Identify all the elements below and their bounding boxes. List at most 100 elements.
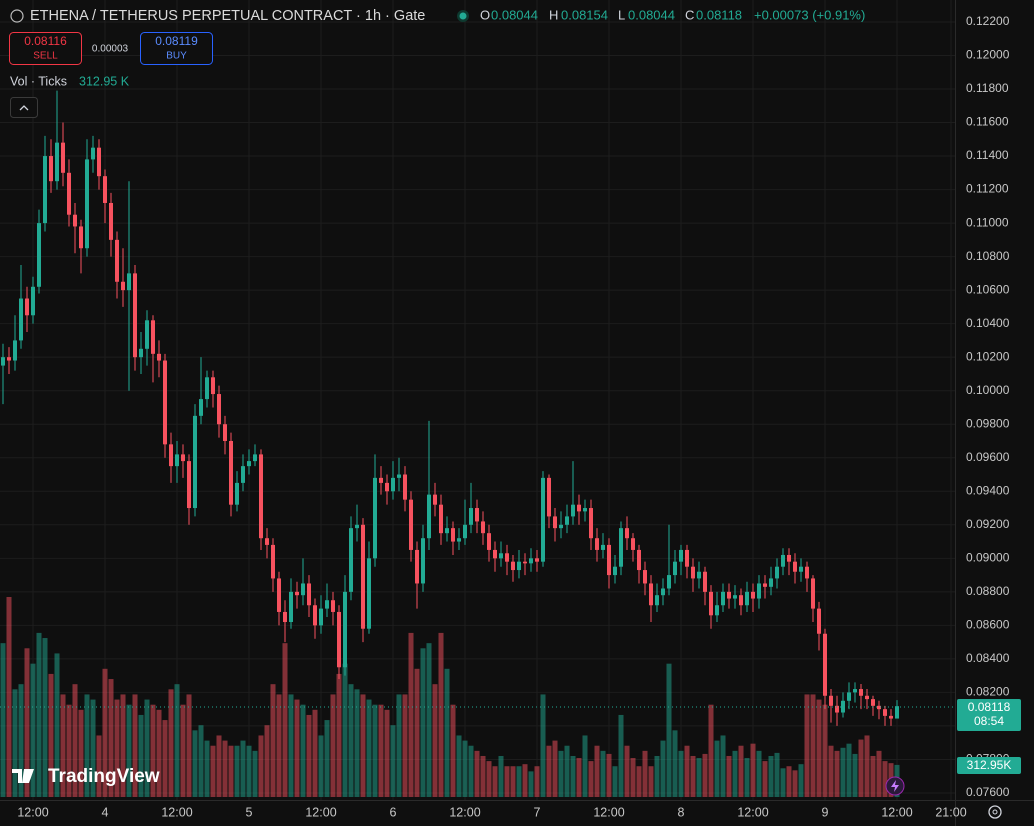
volume-bar <box>54 653 60 797</box>
settings-icon-center <box>992 809 998 815</box>
volume-bar <box>420 648 426 797</box>
candle-body <box>241 466 245 483</box>
candle-body <box>463 524 467 539</box>
volume-bar <box>360 694 366 797</box>
collapse-button[interactable] <box>10 97 38 118</box>
candle-body <box>877 705 881 710</box>
ohlc-value: 0.08118 <box>696 7 742 22</box>
volume-bar <box>6 597 12 797</box>
volume-bar <box>822 704 828 797</box>
alert-bolt <box>891 780 899 792</box>
volume-bar <box>504 766 510 797</box>
volume-bar <box>528 771 534 797</box>
y-tick-label: 0.11800 <box>966 81 1009 95</box>
volume-bar <box>498 755 504 797</box>
candle-body <box>439 504 443 534</box>
volume-bar <box>276 694 282 797</box>
candle-body <box>337 611 341 668</box>
settings-icon[interactable] <box>988 805 1002 819</box>
volume-bar <box>228 745 234 797</box>
volume-bar <box>30 663 36 797</box>
candle-body <box>487 533 491 550</box>
volume-bar <box>264 725 270 797</box>
candle-body <box>133 273 137 358</box>
candle-body <box>673 561 677 576</box>
volume-bar <box>132 694 138 797</box>
volume-bar <box>834 750 840 797</box>
y-tick-label: 0.11200 <box>966 182 1009 196</box>
candle-body <box>67 172 71 215</box>
candle-body <box>529 558 533 564</box>
candle-body <box>757 583 761 599</box>
volume-bar <box>144 699 150 797</box>
volume-bar <box>660 740 666 797</box>
volume-bar <box>816 699 822 797</box>
volume-bar <box>330 694 336 797</box>
candle-body <box>457 538 461 542</box>
ohlc-change: +0.00073 (+0.91%) <box>754 7 865 22</box>
sell-price: 0.08116 <box>24 34 67 48</box>
volume-bar <box>12 689 18 797</box>
volume-bar <box>534 766 540 797</box>
candle-body <box>349 528 353 592</box>
candle-body <box>811 578 815 609</box>
volume-bar <box>396 694 402 797</box>
volume-bar <box>0 643 6 797</box>
x-tick-label: 12:00 <box>737 805 768 819</box>
volume-bar <box>840 747 846 797</box>
candle-body <box>853 689 857 693</box>
candle-body <box>1 357 5 366</box>
sell-button[interactable] <box>9 32 82 65</box>
candle-body <box>421 538 425 584</box>
candle-body <box>157 353 161 361</box>
candle-body <box>745 591 749 606</box>
y-tick-label: 0.11000 <box>966 215 1009 229</box>
candle-body <box>697 571 701 579</box>
candle-body <box>859 689 863 696</box>
symbol-icon <box>10 9 24 23</box>
volume-bar <box>186 694 192 797</box>
volume-bar <box>120 694 126 797</box>
candle-body <box>409 499 413 550</box>
volume-bar <box>714 740 720 797</box>
volume-bar <box>366 699 372 797</box>
volume-bar <box>246 745 252 797</box>
candle-body <box>217 394 221 425</box>
candle-body <box>799 566 803 572</box>
volume-bar <box>798 764 804 797</box>
collapse-icon <box>19 105 29 111</box>
buy-button[interactable] <box>140 32 213 65</box>
volume-bar <box>18 684 24 797</box>
candle-body <box>601 544 605 550</box>
volume-bar <box>36 632 42 797</box>
candle-body <box>343 591 347 668</box>
candle-body <box>541 477 545 562</box>
candle-body <box>313 605 317 626</box>
y-tick-label: 0.08800 <box>966 584 1010 598</box>
y-tick-label: 0.09800 <box>966 416 1010 430</box>
sell-label: SELL <box>33 51 58 62</box>
candle-body <box>649 583 653 606</box>
volume-bar <box>114 699 120 797</box>
x-tick-label: 9 <box>822 805 829 819</box>
volume-bar <box>708 704 714 797</box>
volume-pane <box>0 597 900 797</box>
y-tick-label: 0.09200 <box>966 517 1010 531</box>
x-tick-label: 12:00 <box>17 805 48 819</box>
ohlc-label: H <box>549 7 558 22</box>
volume-bar <box>654 755 660 797</box>
volume-bar <box>294 699 300 797</box>
candle-body <box>871 699 875 706</box>
volume-bar <box>414 668 420 797</box>
volume-bar <box>66 704 72 797</box>
candle-body <box>883 709 887 716</box>
volume-bar <box>438 632 444 797</box>
volume-bar <box>768 755 774 797</box>
y-tick-label: 0.10400 <box>966 316 1010 330</box>
candle-body <box>193 415 197 509</box>
price-badge-countdown: 08:54 <box>974 714 1004 728</box>
volume-bar <box>558 750 564 797</box>
volume-legend-name: Vol · Ticks <box>10 74 67 88</box>
candle-body <box>829 695 833 706</box>
volume-bar <box>90 699 96 797</box>
